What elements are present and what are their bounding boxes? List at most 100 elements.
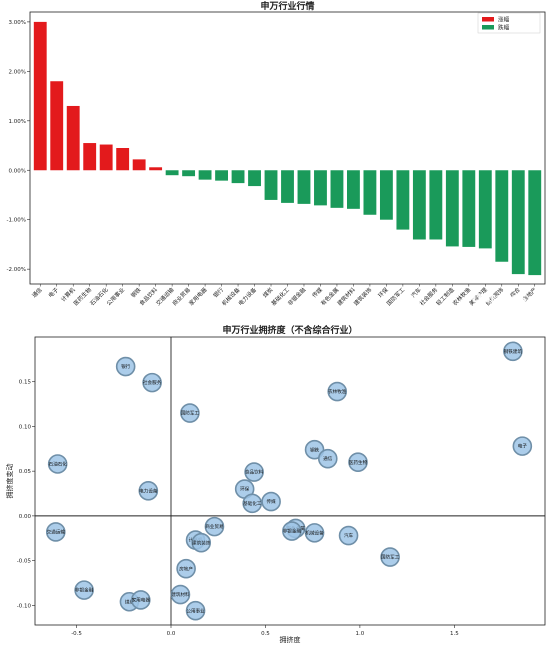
bubble	[74, 580, 94, 600]
legend-label-up: 涨幅	[498, 16, 510, 24]
bar	[412, 170, 426, 240]
bubble	[204, 516, 225, 537]
bar	[215, 170, 228, 181]
bubble	[261, 491, 281, 512]
bar	[363, 170, 377, 215]
bubble-label: 汽车	[344, 532, 354, 539]
watermark: Datayes	[478, 632, 533, 646]
crowding-scatter-chart: 申万行业拥挤度（不含综合行业） -0.5 0.0 0.5 1.0 1.5 -0.10 -0.0…	[5, 324, 546, 646]
x-tick-label: -0.5	[71, 631, 82, 637]
bubble	[282, 521, 302, 541]
bubble-label: 传媒	[267, 498, 277, 505]
bar	[132, 159, 146, 171]
bubble	[191, 532, 212, 553]
category-label: 家用电器	[187, 285, 209, 307]
category-label: 煤炭	[261, 285, 275, 299]
bar	[478, 170, 492, 249]
bubble-label: 社会服务	[143, 379, 162, 386]
bubble	[242, 493, 263, 514]
bar	[429, 170, 443, 240]
bubble	[304, 523, 325, 543]
bubble-label: 国防军工	[181, 410, 200, 417]
x-tick-label: 1.5	[450, 631, 459, 637]
bubble	[503, 341, 523, 362]
bubble-label: 通信	[323, 455, 333, 462]
scatter-chart-title: 申万行业拥挤度（不含综合行业）	[222, 324, 357, 336]
bubble-label: 基础化工	[243, 500, 262, 507]
bubble	[185, 600, 206, 621]
bubble-label: 食品饮料	[245, 469, 264, 476]
bubble	[130, 590, 151, 610]
bar	[528, 170, 542, 276]
legend-swatch-down	[482, 25, 494, 30]
bubble	[176, 558, 196, 579]
bubble	[244, 462, 264, 482]
bar	[495, 170, 509, 262]
y-tick-label: 0.00	[19, 514, 32, 520]
bubble-label: 交通运输	[47, 529, 66, 536]
category-label: 汽车	[409, 285, 423, 299]
bar	[330, 170, 344, 208]
category-label: 钢铁	[129, 285, 143, 299]
x-axis-label: 拥挤度	[280, 635, 301, 644]
category-label: 银行	[211, 285, 225, 299]
bar	[198, 170, 212, 180]
bar	[149, 167, 163, 171]
y-tick-label: 1.00%	[9, 119, 26, 125]
bubble	[47, 454, 68, 474]
bubble	[327, 381, 348, 402]
bubble-label: 煤炭	[125, 598, 135, 605]
bubble-label: 石油石化	[48, 461, 67, 468]
bubble	[138, 481, 159, 501]
industry-bar-chart: 申万行业行情 3.00% 2.00% 1.00% 0.00% -1.00% -2.00% 通信…	[7, 0, 546, 307]
bar	[462, 170, 476, 247]
bubble	[317, 448, 338, 469]
category-label: 公用事业	[105, 285, 127, 307]
category-label: 传媒	[310, 285, 324, 299]
bubble-label: 环保	[240, 486, 250, 493]
bubble-label: 农林牧渔	[328, 388, 347, 395]
bubble	[348, 452, 368, 473]
bar	[231, 170, 245, 184]
bubble-label: 国防军工	[381, 554, 400, 561]
bubble-label: 房地产	[179, 565, 193, 572]
bar	[66, 105, 80, 171]
legend-swatch-up	[482, 17, 494, 22]
bubble-label: 电力设备	[139, 487, 158, 494]
x-tick-label: 1.0	[356, 631, 365, 637]
bubble	[45, 522, 66, 542]
bar	[83, 143, 97, 171]
bar	[264, 170, 278, 200]
category-label: 电子	[47, 285, 61, 299]
x-tick-label: 0.0	[167, 631, 176, 637]
bubble	[142, 372, 162, 393]
bar	[297, 170, 311, 204]
legend-label-down: 跌幅	[498, 24, 510, 32]
bar-chart-title: 申万行业行情	[260, 0, 314, 12]
bar	[182, 170, 196, 177]
category-label: 通信	[30, 285, 44, 299]
bubble-label: 商业贸易	[205, 523, 224, 530]
y-tick-label: 3.00%	[9, 20, 26, 26]
category-label: 建筑装饰	[352, 285, 374, 307]
y-tick-label: 0.00%	[9, 168, 26, 174]
bubble-label: 钢铁建筑	[504, 348, 523, 355]
bubble	[115, 356, 136, 377]
bubble-label: 家用电器	[132, 597, 151, 604]
bar	[165, 170, 179, 176]
y-tick-label: 0.10	[19, 424, 32, 430]
bubble-label: 非银金融	[75, 587, 94, 594]
bar	[379, 170, 393, 220]
bar	[50, 81, 64, 171]
bubble-label: 建筑装饰	[192, 539, 211, 546]
scatter-plot-frame	[34, 336, 546, 626]
y-tick-label: -0.05	[17, 559, 32, 565]
y-tick-label: -1.00%	[7, 218, 26, 224]
bubble	[380, 547, 400, 567]
x-tick-label: 0.5	[261, 631, 270, 637]
bubble-label: 机械设备	[305, 529, 324, 536]
bubble-label: 非银金融	[283, 528, 302, 535]
bubble-label: 建筑材料	[171, 591, 190, 598]
